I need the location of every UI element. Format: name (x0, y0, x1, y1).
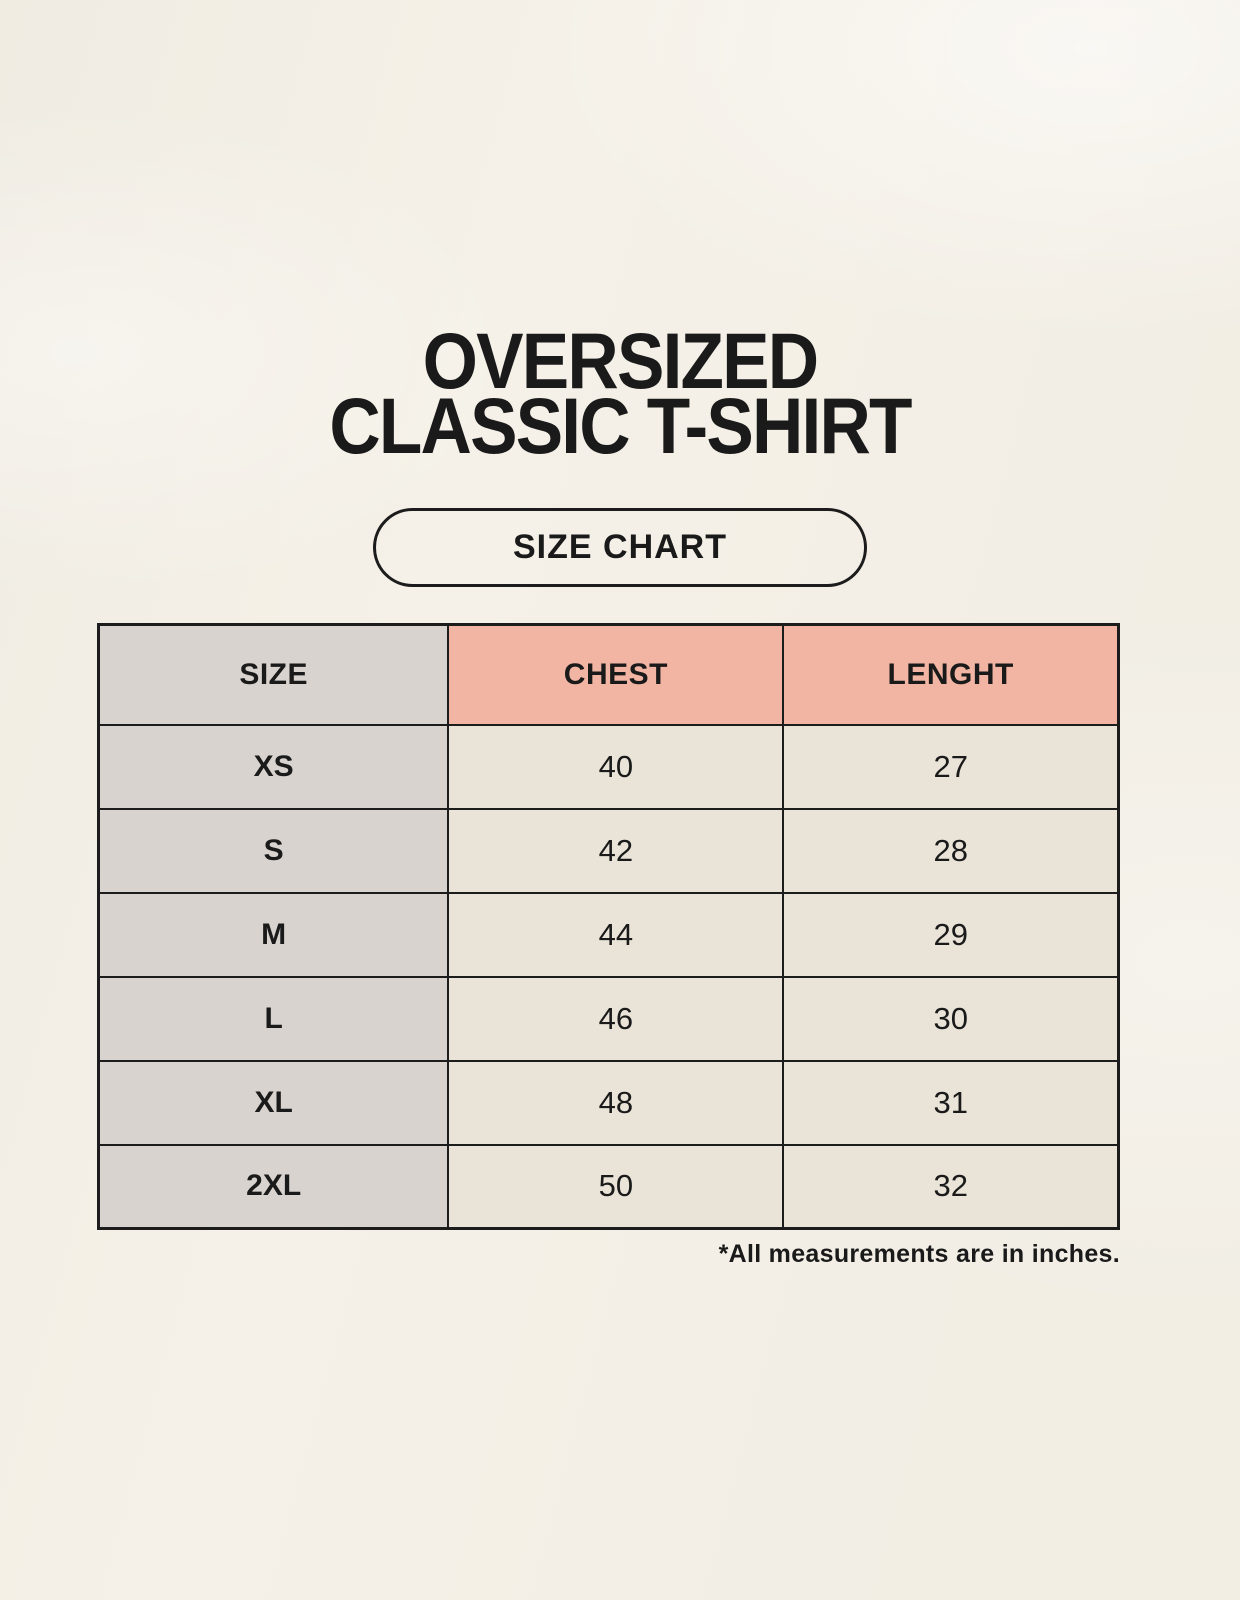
table-header-row: SIZE CHEST LENGHT (97, 623, 1120, 726)
cell-chest: 44 (447, 891, 785, 978)
cell-size: 2XL (97, 1143, 450, 1230)
cell-size: XL (97, 1059, 450, 1146)
size-table-container: SIZE CHEST LENGHT XS 40 27 S 42 28 M (97, 623, 1120, 1230)
cell-length: 28 (782, 807, 1120, 894)
cell-chest: 48 (447, 1059, 785, 1146)
size-table: SIZE CHEST LENGHT XS 40 27 S 42 28 M (97, 623, 1120, 1230)
cell-chest: 46 (447, 975, 785, 1062)
cell-chest: 42 (447, 807, 785, 894)
cell-length: 27 (782, 723, 1120, 810)
cell-size: L (97, 975, 450, 1062)
table-row-xl: XL 48 31 (97, 1059, 1120, 1146)
table-row-xs: XS 40 27 (97, 723, 1120, 810)
cell-size: S (97, 807, 450, 894)
measurements-note: *All measurements are in inches. (718, 1240, 1120, 1268)
cell-size: M (97, 891, 450, 978)
table-row-m: M 44 29 (97, 891, 1120, 978)
cell-length: 31 (782, 1059, 1120, 1146)
header-chest: CHEST (447, 623, 785, 726)
table-row-l: L 46 30 (97, 975, 1120, 1062)
cell-length: 32 (782, 1143, 1120, 1230)
cell-chest: 50 (447, 1143, 785, 1230)
cell-chest: 40 (447, 723, 785, 810)
table-row-2xl: 2XL 50 32 (97, 1143, 1120, 1230)
size-chart-button[interactable]: SIZE CHART (373, 508, 867, 587)
product-title: OVERSIZED CLASSIC T-SHIRT (62, 0, 1178, 470)
product-title-line1: OVERSIZED (422, 316, 819, 405)
header-length: LENGHT (782, 623, 1120, 726)
cell-length: 29 (782, 891, 1120, 978)
size-chart-button-label: SIZE CHART (513, 528, 727, 566)
cell-size: XS (97, 723, 450, 810)
header-size: SIZE (97, 623, 450, 726)
table-row-s: S 42 28 (97, 807, 1120, 894)
product-title-line2: CLASSIC T-SHIRT (329, 381, 912, 470)
cell-length: 30 (782, 975, 1120, 1062)
